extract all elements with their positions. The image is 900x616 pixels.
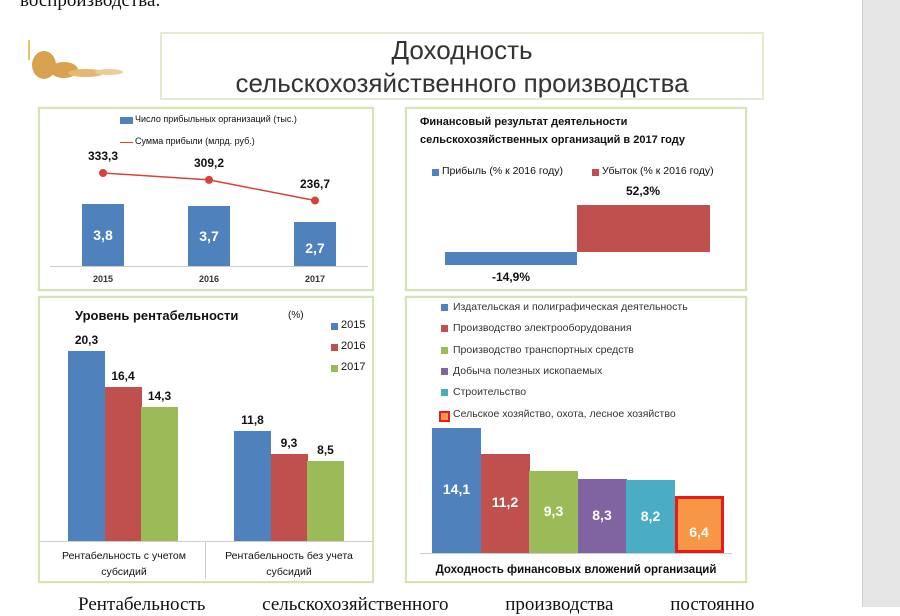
bar-profit-label: -14,9% xyxy=(491,270,531,284)
document-text-bottom: Рентабельность сельскохозяйственного про… xyxy=(78,594,755,615)
category-divider xyxy=(205,541,206,579)
profitability-chart: Уровень рентабельности (%) 2015 2016 2017 20,… xyxy=(38,296,374,583)
bar-loss-label: 52,3% xyxy=(625,184,661,198)
line-point xyxy=(99,169,107,177)
legend-label: Добыча полезных ископаемых xyxy=(453,364,603,377)
legend-swatch xyxy=(331,365,338,372)
slide-title: Доходность сельскохозяйственного произво… xyxy=(160,32,764,100)
scrollbar-gutter[interactable] xyxy=(862,0,900,607)
legend-label: Издательская и полиграфическая деятельно… xyxy=(453,301,688,313)
legend-label: Производство электрооборудования xyxy=(453,322,632,335)
bar-loss xyxy=(577,204,710,252)
bar-value-label: 11,2 xyxy=(491,494,519,511)
legend-line-swatch xyxy=(120,142,133,143)
legend-label: Строительство xyxy=(453,386,527,399)
bar xyxy=(104,387,142,541)
bar xyxy=(68,350,105,541)
financial-investments-chart: Издательская и полиграфическая деятельно… xyxy=(405,296,747,583)
bar xyxy=(188,205,230,266)
legend-label: Убыток (% к 2016 году) xyxy=(602,165,714,177)
bar xyxy=(294,221,336,266)
legend-swatch xyxy=(441,346,448,354)
legend-swatch xyxy=(441,304,448,311)
bar-value-label: 9,3 xyxy=(280,435,298,450)
x-axis xyxy=(40,541,372,542)
legend-line-label: Сумма прибыли (млрд. руб.) xyxy=(135,136,255,146)
profit-organizations-chart: Число прибыльных организаций (тыс.) Сумма… xyxy=(38,107,374,291)
legend-bar-label: Число прибыльных организаций (тыс.) xyxy=(135,114,297,124)
x-axis xyxy=(50,266,368,267)
line-value-label: 236,7 xyxy=(299,176,331,191)
legend-swatch xyxy=(331,323,338,330)
x-axis xyxy=(420,553,732,554)
bar-value-label: 6,4 xyxy=(689,523,709,540)
chart-title: Финансовый результат деятельности сельск… xyxy=(420,116,685,146)
line-point xyxy=(205,175,213,184)
slide-title-line1: Доходность xyxy=(391,35,533,65)
slide-title-line2: сельскохозяйственного производства xyxy=(235,68,689,98)
legend-swatch xyxy=(441,325,448,333)
bar xyxy=(141,407,178,541)
bar xyxy=(577,479,627,553)
bar xyxy=(307,461,344,541)
x-category-label: Рентабельность с учетом субсидий xyxy=(62,550,186,578)
legend-swatch xyxy=(432,169,439,176)
bar-value-label: 20,3 xyxy=(74,332,99,347)
legend-label: Прибыль (% к 2016 году) xyxy=(442,165,563,177)
bar-profit xyxy=(445,252,577,266)
bar xyxy=(626,480,675,553)
legend-swatch xyxy=(331,344,338,351)
x-category-label: Рентабельность без учета субсидий xyxy=(225,550,353,578)
legend-swatch xyxy=(441,389,448,397)
bar-value-label: 8,5 xyxy=(317,443,334,458)
bar xyxy=(674,496,724,553)
x-tick-label: 2017 xyxy=(304,274,326,284)
bar xyxy=(529,470,578,553)
bar xyxy=(270,453,308,541)
bar-value-label: 8,2 xyxy=(640,507,661,524)
line-value-label: 309,2 xyxy=(193,155,225,170)
legend-label: Производство транспортных средств xyxy=(453,343,634,356)
bar-value-label: 8,3 xyxy=(592,507,612,524)
chart-title: Уровень рентабельности xyxy=(75,308,239,323)
bar-value-label: 14,3 xyxy=(147,389,172,404)
legend-swatch xyxy=(592,169,599,176)
bar xyxy=(480,453,530,553)
legend-label: 2016 xyxy=(341,340,366,352)
line-value-label: 333,3 xyxy=(87,149,119,163)
bar xyxy=(82,204,124,266)
chart-title-unit: (%) xyxy=(288,310,304,321)
bar-value-label: 2,7 xyxy=(305,239,325,256)
x-tick-label: 2015 xyxy=(92,274,114,284)
bar-value-label: 3,8 xyxy=(93,227,113,244)
legend-swatch xyxy=(439,410,450,422)
legend-label: 2017 xyxy=(341,361,366,373)
chart-title: Доходность финансовых вложений организац… xyxy=(435,564,717,576)
bar-value-label: 3,7 xyxy=(199,227,219,244)
legend-bar-swatch xyxy=(120,117,133,124)
legend-label: Сельское хозяйство, охота, лесное хозяйс… xyxy=(453,407,676,420)
x-tick-label: 2016 xyxy=(198,274,220,284)
bar-value-label: 16,4 xyxy=(111,369,135,384)
legend-label: 2015 xyxy=(341,319,366,331)
bar-value-label: 11,8 xyxy=(241,412,264,427)
bar xyxy=(432,427,481,553)
wheat-image xyxy=(24,40,124,92)
bar-value-label: 14,1 xyxy=(442,481,471,498)
document-text-top: воспроизводства. xyxy=(20,0,161,11)
financial-result-chart: Финансовый результат деятельности сельск… xyxy=(405,107,747,291)
bar-value-label: 9,3 xyxy=(543,502,564,519)
line-point xyxy=(311,196,319,205)
bar xyxy=(234,430,271,541)
line-layer xyxy=(99,169,319,205)
legend-swatch xyxy=(441,367,448,375)
